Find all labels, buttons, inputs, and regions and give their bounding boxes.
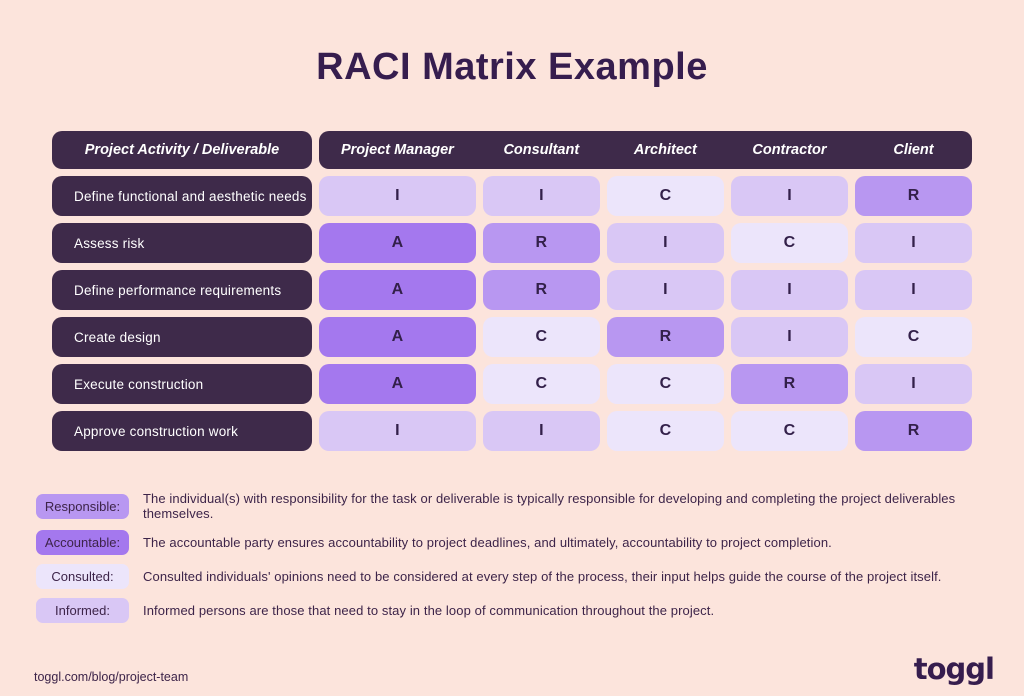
raci-cell-c: C — [606, 411, 724, 451]
source-url: toggl.com/blog/project-team — [34, 670, 189, 684]
raci-cell-c: C — [606, 364, 724, 404]
role-header-consultant: Consultant — [503, 142, 580, 158]
table-header-row: Project Activity / Deliverable Project M… — [52, 131, 972, 169]
activity-label: Execute construction — [52, 364, 312, 404]
role-header-architect: Architect — [633, 142, 697, 158]
activity-label: Approve construction work — [52, 411, 312, 451]
raci-cell-a: A — [319, 223, 476, 263]
raci-cell-r: R — [730, 364, 848, 404]
toggl-logo: toggl — [913, 652, 995, 686]
raci-cell-c: C — [730, 223, 848, 263]
raci-cell-i: I — [606, 270, 724, 310]
activity-label: Create design — [52, 317, 312, 357]
raci-cell-i: I — [854, 270, 973, 310]
legend-item: Consulted: Consulted individuals' opinion… — [36, 564, 988, 589]
legend-badge: Responsible: — [36, 493, 129, 519]
role-header-client: Client — [893, 142, 934, 158]
raci-cell-i: I — [730, 176, 848, 216]
raci-cell-r: R — [606, 317, 724, 357]
raci-cell-i: I — [482, 411, 600, 451]
table-row: Execute construction A C C R I — [52, 364, 973, 404]
raci-cell-i: I — [730, 270, 848, 310]
raci-cell-r: R — [482, 223, 600, 263]
legend-description: Informed persons are those that need to … — [143, 603, 715, 618]
raci-cell-i: I — [854, 223, 973, 263]
legend-item: Accountable: The accountable party ensure… — [36, 530, 988, 555]
activity-label: Define functional and aesthetic needs — [52, 176, 312, 216]
raci-cell-c: C — [606, 176, 724, 216]
table-row: Define functional and aesthetic needs I I C… — [52, 176, 973, 216]
legend-description: The individual(s) with responsibility fo… — [143, 491, 956, 521]
legend-item: Responsible: The individual(s) with respo… — [36, 491, 988, 521]
legend-badge: Consulted: — [36, 564, 129, 589]
raci-cell-i: I — [482, 176, 600, 216]
raci-cell-i: I — [606, 223, 724, 263]
footer: toggl.com/blog/project-team toggl — [34, 652, 995, 686]
table-row: Assess risk A R I C I — [52, 223, 973, 263]
raci-cell-r: R — [482, 270, 600, 310]
table-row: Define performance requirements A R I I I — [52, 270, 973, 310]
raci-cell-c: C — [730, 411, 848, 451]
activity-label: Assess risk — [52, 223, 312, 263]
raci-cell-a: A — [319, 364, 476, 404]
role-header-contractor: Contractor — [752, 142, 827, 158]
activity-label: Define performance requirements — [52, 270, 312, 310]
raci-cell-i: I — [730, 317, 848, 357]
activity-column-header: Project Activity / Deliverable — [52, 131, 312, 169]
raci-cell-i: I — [854, 364, 973, 404]
raci-cell-i: I — [319, 411, 476, 451]
legend-item: Informed: Informed persons are those that… — [36, 598, 988, 623]
raci-cell-c: C — [854, 317, 973, 357]
raci-cell-c: C — [482, 317, 600, 357]
page-title: RACI Matrix Example — [316, 46, 708, 88]
legend-badge: Accountable: — [36, 530, 129, 555]
raci-cell-r: R — [854, 411, 973, 451]
table-row: Create design A C R I C — [52, 317, 973, 357]
raci-cell-i: I — [319, 176, 476, 216]
role-header-project-manager: Project Manager — [340, 142, 454, 158]
legend-description: Consulted individuals' opinions need to … — [143, 569, 942, 584]
raci-cell-r: R — [854, 176, 973, 216]
roles-header-bar: Project Manager Consultant Architect Contra… — [319, 131, 972, 169]
legend-description: The accountable party ensures accountabi… — [143, 535, 832, 550]
raci-cell-c: C — [482, 364, 600, 404]
raci-cell-a: A — [319, 317, 476, 357]
legend: Responsible: The individual(s) with respo… — [36, 491, 988, 623]
table-body: Define functional and aesthetic needs I I C… — [52, 176, 973, 451]
raci-table: Project Activity / Deliverable Project M… — [52, 131, 973, 451]
legend-badge: Informed: — [36, 598, 129, 623]
table-row: Approve construction work I I C C R — [52, 411, 973, 451]
raci-cell-a: A — [319, 270, 476, 310]
